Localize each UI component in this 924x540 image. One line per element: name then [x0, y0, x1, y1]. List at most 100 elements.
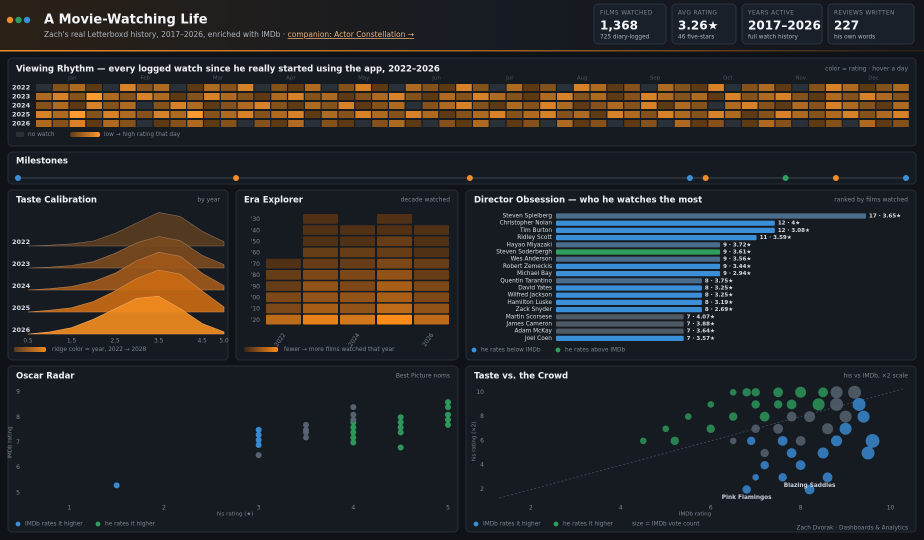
director-name: Steven Soderbergh: [496, 250, 552, 256]
director-name: Robert Zemeckis: [503, 264, 552, 270]
day-cell: [825, 93, 842, 100]
day-cell: [187, 84, 203, 91]
subtitle: Zach's real Letterboxd history, 2017–202…: [44, 30, 288, 39]
era-cell: [303, 281, 338, 291]
day-cell: [271, 102, 287, 109]
bubble: [759, 411, 770, 422]
era-cell: [414, 303, 449, 314]
director-name: Zack Snyder: [516, 307, 553, 313]
decade-label: '60: [251, 250, 260, 257]
day-cell: [842, 93, 859, 100]
day-cell: [825, 84, 842, 91]
milestone-dot: [466, 175, 473, 181]
point: [397, 424, 404, 431]
day-cell: [607, 102, 624, 109]
day-cell: [859, 93, 876, 100]
day-cell: [557, 120, 573, 127]
y-tick-label: 6: [480, 437, 484, 444]
milestone-dot: [686, 175, 693, 181]
day-cell: [153, 120, 170, 127]
day-cell: [893, 111, 909, 118]
panel-title: Taste Calibration: [16, 196, 97, 206]
bar: [556, 220, 775, 226]
day-cell: [36, 84, 52, 91]
day-cell: [725, 120, 741, 127]
legend-label: he rates it higher: [563, 522, 614, 528]
bubble: [777, 435, 788, 446]
day-cell: [809, 120, 825, 127]
bar-label: 8 · 3.19★: [705, 300, 733, 306]
day-cell: [842, 111, 859, 118]
day-cell: [355, 93, 371, 100]
day-cell: [741, 120, 758, 127]
day-cell: [708, 120, 724, 127]
bubble: [778, 473, 787, 482]
era-cell: [377, 270, 412, 280]
point: [397, 429, 404, 436]
year-label: 2026: [12, 120, 31, 128]
era-cell: [414, 236, 449, 247]
day-cell: [624, 93, 640, 100]
day-cell: [288, 120, 304, 127]
panel-title: Viewing Rhythm — every logged watch sinc…: [16, 65, 440, 75]
director-name: Hamilton Luske: [507, 300, 552, 306]
month-label: Dec: [868, 76, 879, 82]
kpi-value: 227: [834, 19, 859, 33]
legend-swatch: [16, 132, 24, 137]
director-name: Joel Coen: [524, 336, 552, 342]
day-cell: [355, 111, 371, 118]
panel-note: color = rating · hover a day: [825, 66, 908, 73]
footer: Zach Dvorak · Dashboards & Analytics: [797, 526, 909, 532]
day-cell: [372, 111, 388, 118]
day-cell: [557, 84, 573, 91]
day-cell: [170, 84, 187, 91]
day-cell: [321, 93, 338, 100]
day-cell: [691, 84, 708, 91]
y-tick-label: 6: [16, 464, 20, 471]
era-cell: [340, 292, 375, 303]
bubble: [817, 447, 829, 459]
day-cell: [893, 93, 909, 100]
day-cell: [187, 102, 203, 109]
bar: [556, 263, 721, 269]
day-cell: [725, 93, 741, 100]
bar-label: 9 · 3.61★: [723, 250, 751, 256]
kpi-label: AVG RATING: [678, 11, 717, 17]
legend-dot: [95, 521, 101, 527]
day-cell: [590, 84, 607, 91]
day-cell: [825, 102, 842, 109]
day-cell: [842, 84, 859, 91]
bar: [556, 278, 702, 284]
bubble: [852, 397, 866, 411]
day-cell: [338, 120, 355, 127]
bubble: [786, 448, 797, 458]
day-cell: [456, 111, 472, 118]
era-cell: [414, 258, 449, 269]
day-cell: [422, 120, 439, 127]
bubble: [640, 437, 647, 445]
legend-label: IMDb rates it higher: [483, 522, 541, 528]
day-cell: [573, 102, 590, 109]
day-cell: [489, 84, 506, 91]
day-cell: [708, 84, 724, 91]
day-cell: [136, 93, 153, 100]
day-cell: [120, 102, 136, 109]
day-cell: [153, 93, 170, 100]
day-cell: [321, 111, 338, 118]
day-cell: [674, 120, 691, 127]
day-cell: [758, 84, 775, 91]
director-name: Tim Burton: [519, 228, 552, 234]
bubble: [773, 400, 783, 409]
day-cell: [372, 120, 388, 127]
point: [350, 429, 357, 436]
era-cell: [266, 281, 301, 291]
day-cell: [120, 84, 136, 91]
day-cell: [220, 120, 237, 127]
bar: [556, 235, 757, 241]
companion-link[interactable]: companion: Actor Constellation →: [288, 30, 414, 39]
panel: [7, 365, 459, 533]
point: [350, 416, 357, 423]
day-cell: [405, 120, 422, 127]
y-tick-label: 5: [16, 489, 20, 496]
day-cell: [674, 111, 691, 118]
